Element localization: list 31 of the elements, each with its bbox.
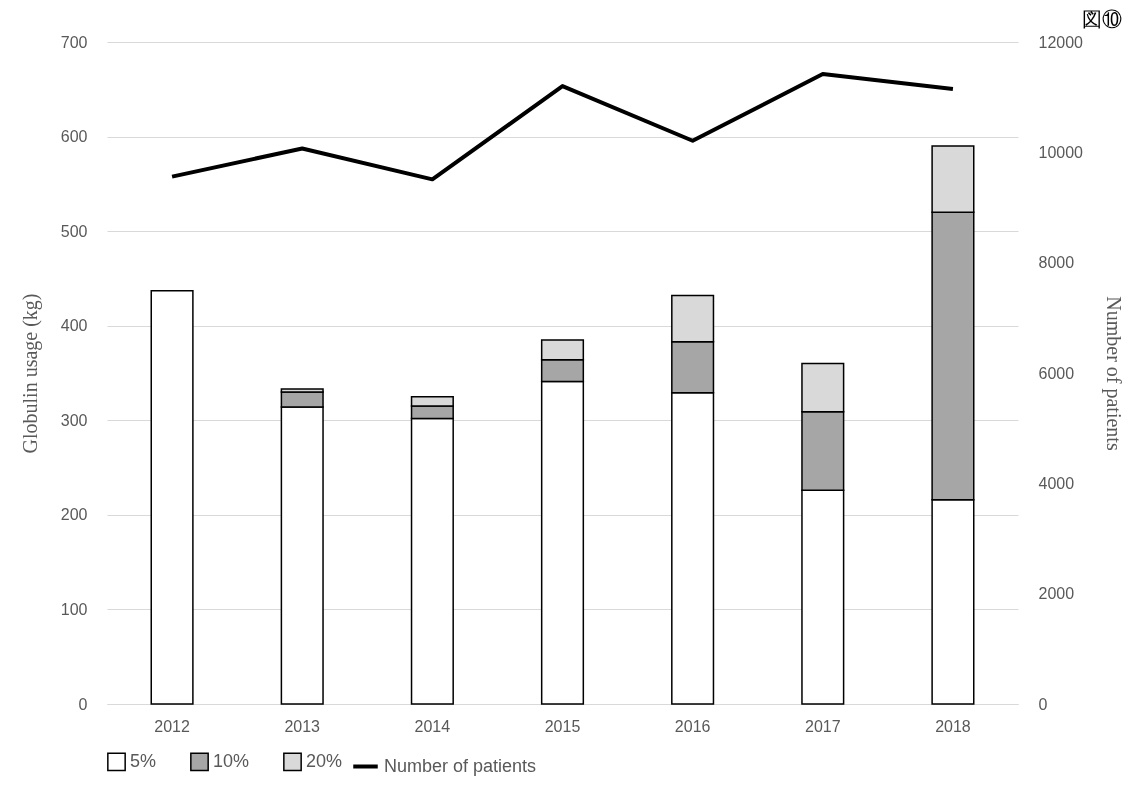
y2-tick-label: 4000 xyxy=(1038,474,1075,492)
x-tick-label: 2016 xyxy=(674,717,711,735)
x-tick-label: 2015 xyxy=(544,717,581,735)
y2-tick-label: 6000 xyxy=(1038,364,1075,382)
legend-label: 20% xyxy=(306,750,343,771)
x-tick-label: 2012 xyxy=(154,717,190,735)
bar xyxy=(150,289,194,705)
y-tick-label: 600 xyxy=(60,128,88,146)
y2-tick-label: 12000 xyxy=(1038,33,1084,51)
y-tick-label: 400 xyxy=(60,317,88,335)
x-tick-label: 2017 xyxy=(804,717,841,735)
y2-tick-label: 2000 xyxy=(1038,585,1075,603)
line-series xyxy=(170,72,955,182)
y2-axis-title: Number of patients xyxy=(1101,296,1125,451)
x-tick-label: 2014 xyxy=(414,717,451,735)
x-tick-label: 2018 xyxy=(935,717,971,735)
y2-tick-label: 10000 xyxy=(1038,143,1084,161)
x-tick-label: 2013 xyxy=(284,717,321,735)
y-axis-title: Globulin usage (kg) xyxy=(18,293,42,454)
y-tick-label: 500 xyxy=(60,222,88,240)
y-tick-label: 0 xyxy=(78,695,88,713)
y-tick-label: 700 xyxy=(60,33,88,51)
legend-label: 5% xyxy=(130,750,157,771)
text: 図⑩ xyxy=(1082,8,1123,30)
y-tick-label: 300 xyxy=(60,411,88,429)
y2-tick-label: 0 xyxy=(1038,695,1048,713)
y2-tick-label: 8000 xyxy=(1038,254,1075,272)
legend-label: 10% xyxy=(213,750,250,771)
y-tick-label: 100 xyxy=(60,600,88,618)
y-tick-label: 200 xyxy=(60,506,88,524)
legend-label: Number of patients xyxy=(384,755,537,776)
